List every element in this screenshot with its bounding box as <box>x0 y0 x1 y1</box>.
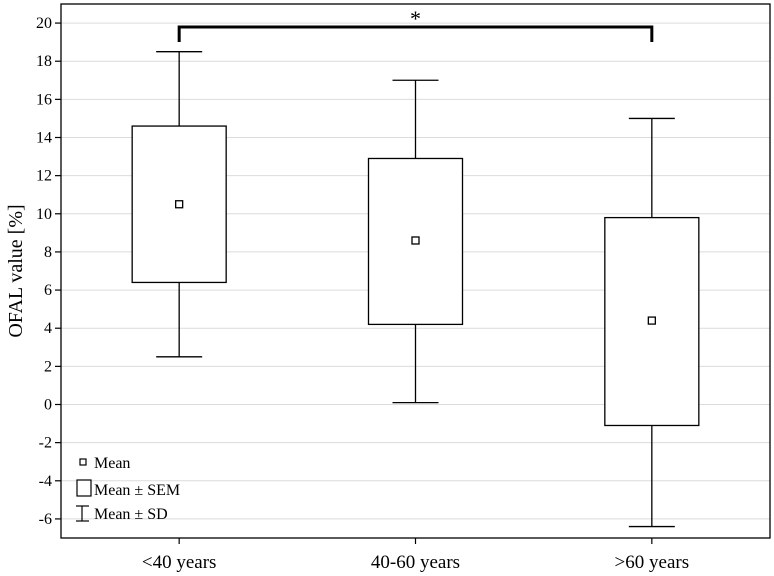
axes: -6 -4 -2 0 2 4 6 8 10 12 14 16 18 20 <40 years 40-60 ye… <box>36 3 771 573</box>
legend: Mean Mean ± SEM Mean ± SD <box>76 455 180 523</box>
legend-sem-label: Mean ± SEM <box>94 482 180 499</box>
significance-bracket-line <box>177 25 654 42</box>
mean-marker <box>411 236 420 245</box>
y-tick-label: 14 <box>36 130 52 147</box>
y-tick-label: -2 <box>39 435 52 452</box>
box-group <box>367 79 464 404</box>
mean-marker <box>647 316 656 325</box>
sem-box <box>367 157 464 326</box>
x-tick-label: >60 years <box>615 552 690 573</box>
significance-label: * <box>410 6 421 31</box>
y-tick-label: 6 <box>44 282 52 299</box>
boxes <box>131 51 700 528</box>
legend-sd-label: Mean ± SD <box>94 506 168 523</box>
y-tick-label: 12 <box>36 168 52 185</box>
y-tick-label: -6 <box>39 511 52 528</box>
y-axis-label: OFAL value [%] <box>5 204 27 337</box>
y-tick-label: 2 <box>44 358 52 375</box>
y-tick-label: -4 <box>39 473 52 490</box>
legend-mean-label: Mean <box>94 455 130 472</box>
y-tick-label: 4 <box>44 320 52 337</box>
y-tick-label: 8 <box>44 244 52 261</box>
y-tick-label: 10 <box>36 206 52 223</box>
y-tick-label: 16 <box>36 91 52 108</box>
legend-mean-marker <box>79 458 87 466</box>
box-group <box>131 51 227 358</box>
legend-sem-box <box>76 479 92 497</box>
x-tick-label: <40 years <box>142 552 217 573</box>
mean-marker <box>175 200 184 209</box>
y-tick-label: 0 <box>44 397 52 414</box>
y-tick-label: 18 <box>36 53 52 70</box>
y-tick-label: 20 <box>36 15 52 32</box>
significance-bracket: * <box>177 6 654 42</box>
x-tick-label: 40-60 years <box>371 552 460 573</box>
box-group <box>604 117 700 528</box>
